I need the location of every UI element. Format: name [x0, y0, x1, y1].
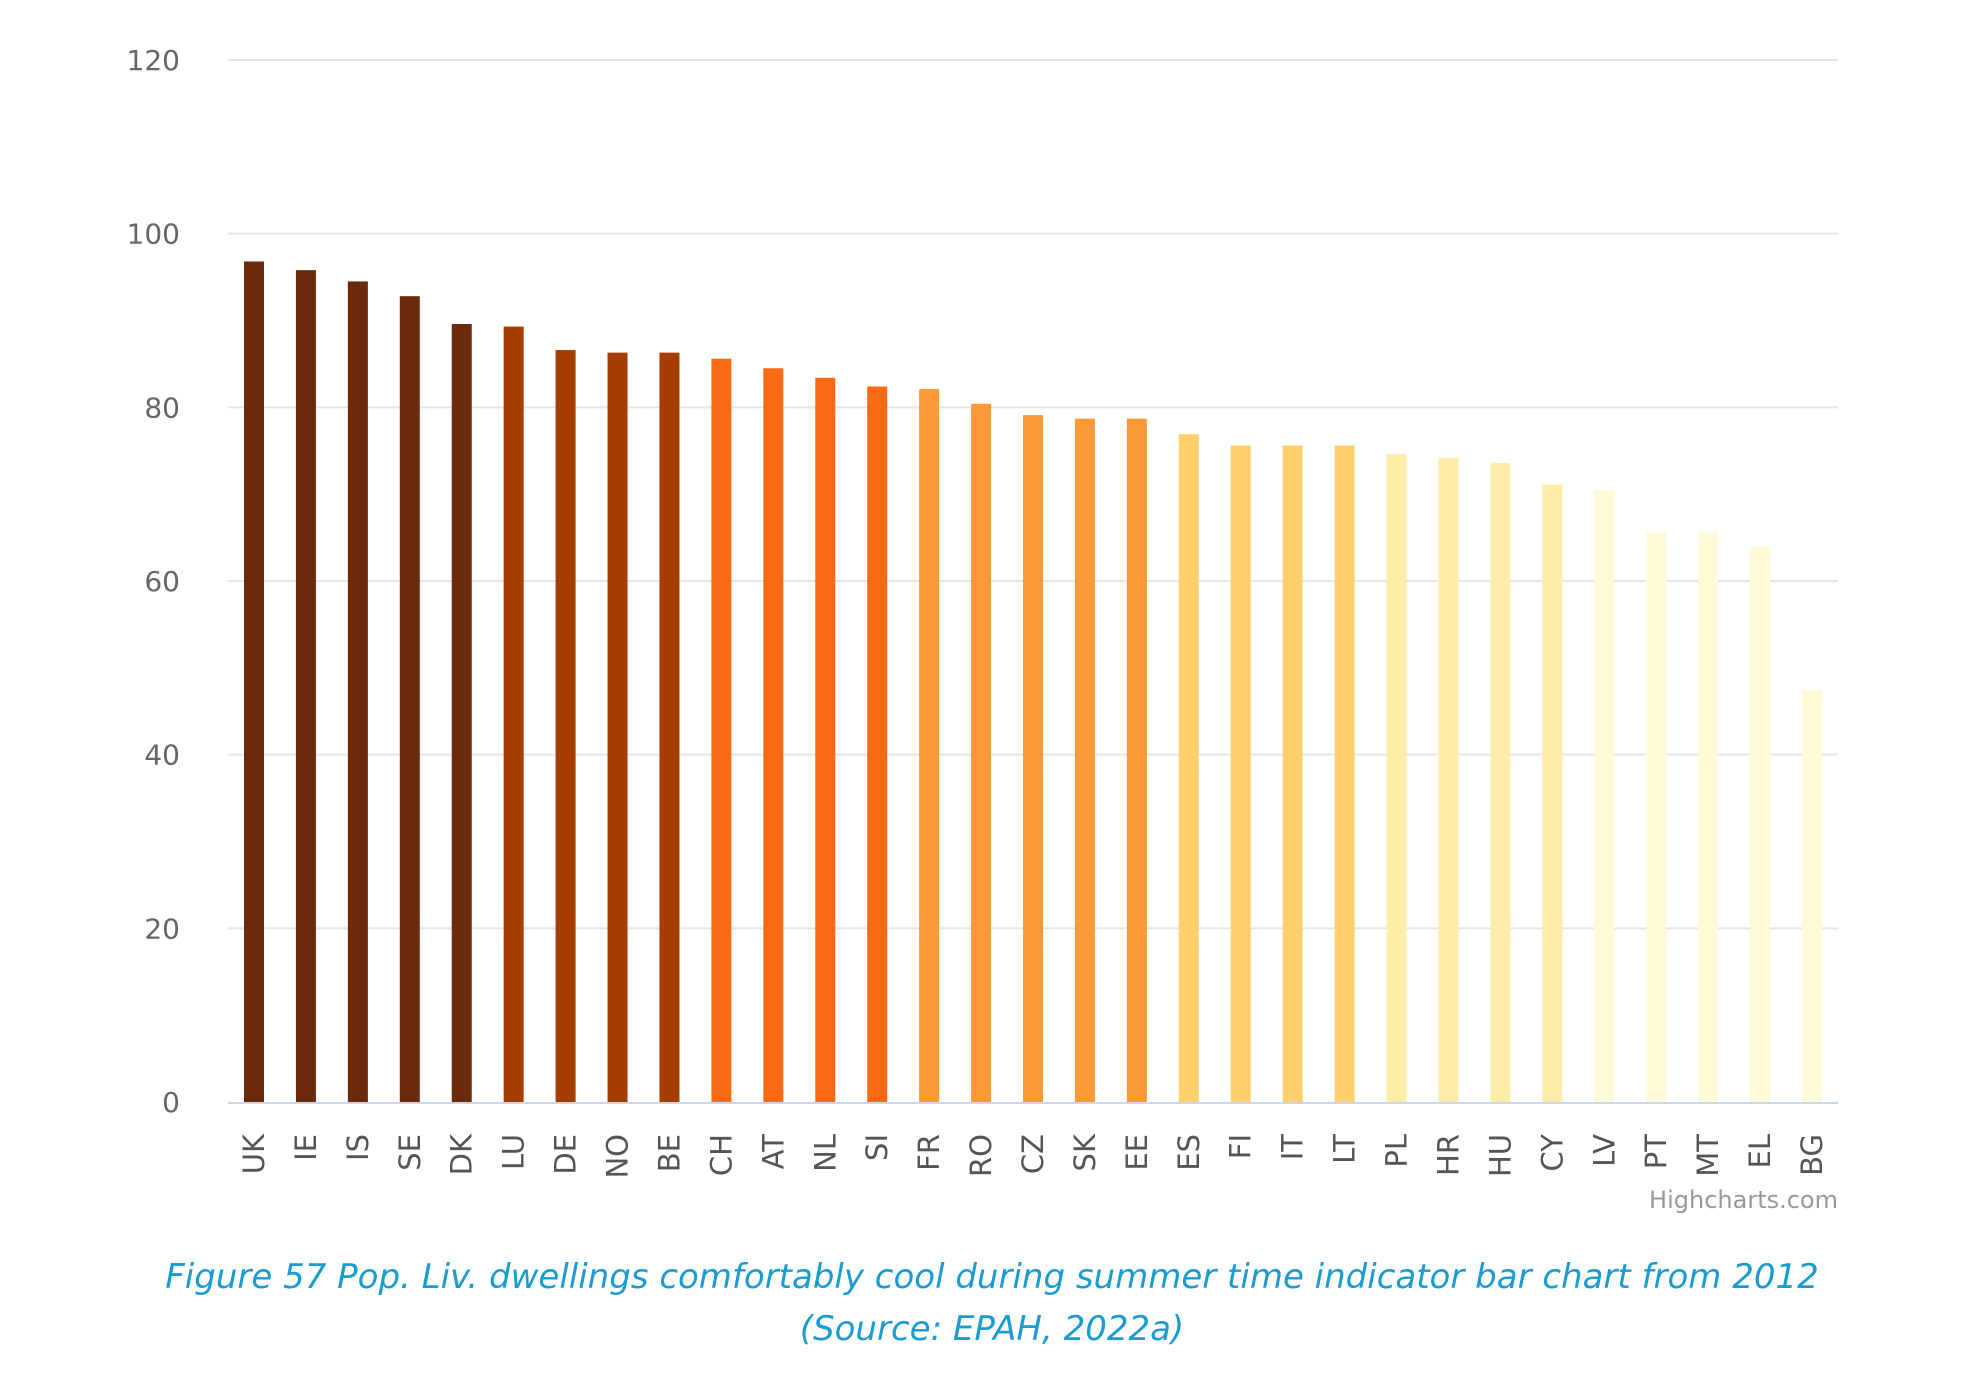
bar-hu[interactable] — [1490, 462, 1511, 1102]
bar-is[interactable] — [347, 281, 368, 1102]
x-tick-label: SI — [860, 1134, 894, 1161]
y-tick-label: 100 — [127, 218, 180, 251]
x-tick-label: MT — [1691, 1134, 1725, 1177]
y-tick-label: 120 — [127, 44, 180, 77]
y-tick-label: 20 — [144, 912, 180, 945]
x-tick-label: SK — [1068, 1133, 1102, 1171]
bar-no[interactable] — [607, 352, 628, 1103]
bar-fr[interactable] — [919, 389, 940, 1102]
bar-sk[interactable] — [1074, 418, 1095, 1102]
x-tick-label: CZ — [1016, 1134, 1050, 1174]
bar-nl[interactable] — [815, 377, 836, 1102]
x-tick-label: NO — [601, 1134, 635, 1179]
x-tick-label: BE — [652, 1134, 686, 1172]
bar-dk[interactable] — [451, 323, 472, 1102]
x-tick-label: CH — [704, 1134, 738, 1176]
bar-chart: 0 20 40 60 80 100 120 UK IE IS SE DK LU DE NO BE CH AT NL… — [127, 44, 1838, 1214]
y-axis-tick-labels: 0 20 40 60 80 100 120 — [127, 44, 180, 1119]
figure-caption-source: (Source: EPAH, 2022a) — [799, 1309, 1185, 1349]
x-tick-label: FR — [912, 1134, 946, 1171]
y-tick-label: 60 — [144, 565, 180, 598]
x-tick-label: IS — [341, 1134, 375, 1161]
x-tick-label: FI — [1224, 1134, 1258, 1159]
bar-es[interactable] — [1178, 434, 1199, 1102]
x-tick-label: AT — [756, 1134, 790, 1170]
x-tick-label: HR — [1431, 1134, 1465, 1176]
bar-el[interactable] — [1750, 547, 1771, 1102]
bar-se[interactable] — [399, 296, 420, 1103]
bar-ie[interactable] — [295, 270, 316, 1102]
bar-uk[interactable] — [244, 261, 264, 1102]
figure-caption: Figure 57 Pop. Liv. dwellings comfortabl… — [165, 1257, 1819, 1297]
x-tick-label: RO — [964, 1134, 998, 1177]
bar-it[interactable] — [1282, 445, 1303, 1102]
y-tick-label: 80 — [144, 391, 180, 424]
x-tick-label: LV — [1587, 1134, 1621, 1167]
bar-si[interactable] — [867, 386, 888, 1102]
x-tick-label: CY — [1535, 1134, 1569, 1172]
x-tick-label: SE — [393, 1134, 427, 1171]
x-tick-label: EE — [1120, 1134, 1154, 1171]
bar-pl[interactable] — [1386, 454, 1407, 1102]
y-tick-label: 40 — [144, 739, 180, 772]
x-tick-label: ES — [1172, 1134, 1206, 1171]
bar-be[interactable] — [659, 352, 680, 1103]
bars — [244, 261, 1822, 1103]
bar-cz[interactable] — [1023, 415, 1043, 1103]
bar-de[interactable] — [555, 350, 576, 1103]
x-tick-label: DE — [549, 1134, 583, 1175]
bar-fi[interactable] — [1230, 445, 1251, 1102]
x-tick-label: IT — [1276, 1134, 1310, 1161]
x-tick-label: NL — [808, 1134, 842, 1172]
bar-ch[interactable] — [711, 358, 732, 1102]
x-tick-label: DK — [445, 1133, 479, 1175]
bar-bg[interactable] — [1802, 690, 1822, 1102]
x-tick-label: LT — [1328, 1134, 1362, 1164]
x-tick-label: IE — [289, 1134, 323, 1161]
bar-lu[interactable] — [503, 326, 524, 1102]
bar-at[interactable] — [763, 368, 784, 1103]
x-tick-label: HU — [1483, 1134, 1517, 1177]
bar-mt[interactable] — [1698, 532, 1719, 1102]
bar-lv[interactable] — [1594, 489, 1615, 1102]
x-axis-category-labels: UK IE IS SE DK LU DE NO BE CH AT NL SI FR RO CZ SK EE ES FI… — [237, 1133, 1829, 1179]
bar-hr[interactable] — [1438, 457, 1459, 1102]
x-tick-label: PT — [1639, 1134, 1673, 1169]
bar-ee[interactable] — [1126, 418, 1147, 1102]
x-tick-label: LU — [497, 1134, 531, 1170]
bar-lt[interactable] — [1334, 445, 1355, 1102]
x-tick-label: EL — [1743, 1134, 1777, 1168]
bar-ro[interactable] — [971, 403, 992, 1102]
x-tick-label: BG — [1795, 1134, 1829, 1176]
bar-cy[interactable] — [1542, 484, 1563, 1102]
x-tick-label: UK — [237, 1133, 271, 1174]
y-tick-label: 0 — [162, 1086, 180, 1119]
x-tick-label: PL — [1380, 1134, 1414, 1168]
highcharts-credit[interactable]: Highcharts.com — [1649, 1186, 1838, 1214]
bar-pt[interactable] — [1646, 532, 1667, 1102]
